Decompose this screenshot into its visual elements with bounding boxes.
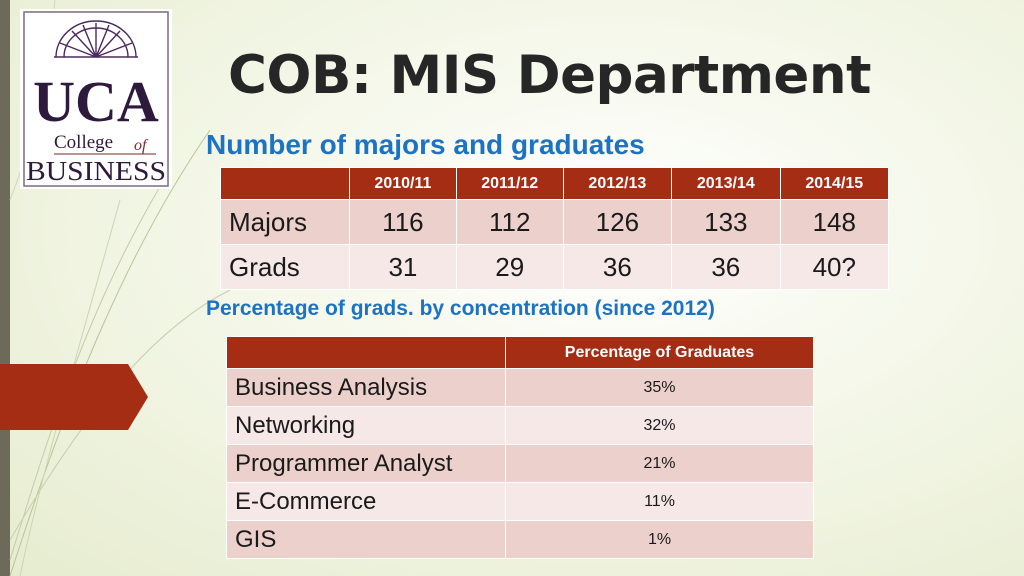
- logo-arch-icon: [54, 20, 138, 58]
- concentration-percent: 21%: [505, 444, 814, 483]
- percentage-header: Percentage of Graduates: [505, 336, 814, 369]
- logo-of-text: of: [134, 137, 149, 154]
- year-header: 2012/13: [562, 167, 673, 200]
- logo-business-text: Business: [26, 156, 166, 186]
- table-row: Programmer Analyst 21%: [226, 444, 814, 483]
- table-cell: 36: [562, 244, 673, 290]
- header-empty-cell: [226, 336, 506, 369]
- year-header: 2014/15: [779, 167, 890, 200]
- concentration-name: Networking: [226, 406, 506, 445]
- left-sidebar-bar: [0, 0, 10, 576]
- majors-subtitle: Number of majors and graduates: [206, 129, 645, 160]
- table-header-row: 2010/11 2011/12 2012/13 2013/14 2014/15: [220, 167, 890, 200]
- majors-graduates-table: 2010/11 2011/12 2012/13 2013/14 2014/15 …: [220, 167, 890, 290]
- table-row: GIS 1%: [226, 520, 814, 559]
- table-row: Majors 116 112 126 133 148: [220, 199, 890, 245]
- table-header-row: Percentage of Graduates: [226, 336, 814, 369]
- logo-college-text: College: [54, 132, 113, 153]
- concentration-name: GIS: [226, 520, 506, 559]
- header-empty-cell: [220, 167, 350, 200]
- table-cell: 36: [671, 244, 781, 290]
- page-title: COB: MIS Department: [228, 45, 871, 106]
- table-row: Business Analysis 35%: [226, 368, 814, 407]
- concentration-percent: 35%: [505, 368, 814, 407]
- table-cell: 112: [455, 199, 564, 245]
- concentration-percent: 1%: [505, 520, 814, 559]
- row-label: Grads: [220, 244, 350, 290]
- concentration-table: Percentage of Graduates Business Analysi…: [226, 336, 814, 559]
- table-cell: 116: [349, 199, 457, 245]
- concentration-name: Business Analysis: [226, 368, 506, 407]
- concentration-percent: 11%: [505, 482, 814, 521]
- concentration-percent: 32%: [505, 406, 814, 445]
- table-cell: 40?: [779, 244, 890, 290]
- year-header: 2013/14: [671, 167, 781, 200]
- table-row: E-Commerce 11%: [226, 482, 814, 521]
- concentration-name: Programmer Analyst: [226, 444, 506, 483]
- year-header: 2011/12: [455, 167, 564, 200]
- table-cell: 133: [671, 199, 781, 245]
- logo-uca-text: UCA: [33, 69, 159, 134]
- table-row: Grads 31 29 36 36 40?: [220, 244, 890, 290]
- concentration-name: E-Commerce: [226, 482, 506, 521]
- concentration-subtitle: Percentage of grads. by concentration (s…: [206, 297, 715, 320]
- table-cell: 148: [779, 199, 890, 245]
- accent-arrow-shape: [0, 364, 148, 430]
- table-cell: 31: [349, 244, 457, 290]
- row-label: Majors: [220, 199, 350, 245]
- year-header: 2010/11: [349, 167, 457, 200]
- table-cell: 126: [562, 199, 673, 245]
- table-row: Networking 32%: [226, 406, 814, 445]
- uca-logo: UCA College of Business: [20, 9, 172, 189]
- table-cell: 29: [455, 244, 564, 290]
